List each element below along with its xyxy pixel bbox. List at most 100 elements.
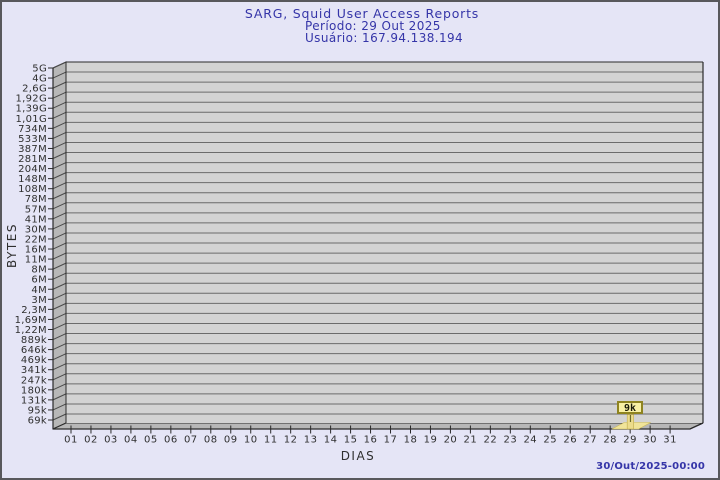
y-axis-tick-label: 1,39G	[15, 104, 47, 115]
report-user: Usuário: 167.94.138.194	[305, 31, 464, 45]
x-axis-tick-label: 11	[264, 435, 278, 446]
wall-diagonal	[52, 272, 67, 280]
y-axis-tick-label: 533M	[18, 134, 47, 145]
report-period: Período: 29 Out 2025	[305, 19, 441, 33]
x-axis-tick-label: 06	[164, 435, 178, 446]
x-axis-title: DIAS	[340, 449, 376, 463]
x-axis-tick-label: 07	[184, 435, 198, 446]
y-axis-tick-label: 204M	[18, 164, 47, 175]
wall-diagonal	[52, 292, 67, 300]
y-axis-tick-label: 16M	[25, 245, 47, 256]
x-axis-tick-label: 02	[84, 435, 98, 446]
x-axis-tick-label: 04	[124, 435, 138, 446]
x-axis-tick-label: 21	[464, 435, 478, 446]
page-title: SARG, Squid User Access Reports	[244, 6, 480, 21]
x-axis-tick-label: 12	[284, 435, 298, 446]
y-axis-tick-label: 1,69M	[15, 315, 47, 326]
wall-diagonal	[52, 393, 67, 401]
y-axis-tick-label: 22M	[25, 234, 47, 245]
wall-diagonal	[52, 142, 67, 149]
y-axis-tick-label: 2,3M	[21, 305, 47, 316]
y-axis-tick-label: 646k	[21, 345, 47, 356]
y-axis-tick-label: 341k	[21, 365, 47, 376]
y-axis-tick-label: 131k	[21, 395, 47, 406]
y-axis-tick-label: 2,6G	[22, 84, 47, 95]
wall-diagonal	[52, 152, 67, 159]
y-axis-tick-label: 734M	[18, 124, 47, 135]
y-axis-tick-label: 889k	[21, 335, 47, 346]
y-axis-tick-label: 180k	[21, 385, 47, 396]
x-axis-tick-label: 05	[144, 435, 158, 446]
x-axis-tick-label: 15	[344, 435, 358, 446]
x-axis-tick-label: 16	[364, 435, 378, 446]
wall-diagonal	[52, 91, 67, 99]
wall-diagonal	[52, 333, 67, 340]
x-axis-tick-label: 29	[623, 435, 637, 446]
y-axis-tick-label: 95k	[28, 405, 47, 416]
wall-diagonal	[52, 323, 67, 330]
wall-diagonal	[52, 262, 67, 270]
wall-diagonal	[52, 101, 67, 109]
wall-diagonal	[52, 131, 67, 139]
y-axis-tick-label: 78M	[25, 194, 47, 205]
wall-diagonal	[52, 61, 67, 69]
y-axis-tick-label: 3M	[31, 295, 47, 306]
wall-diagonal	[52, 353, 67, 361]
y-axis-tick-label: 6M	[31, 275, 47, 286]
x-axis-tick-label: 23	[503, 435, 517, 446]
y-axis-tick-label: 148M	[18, 174, 47, 185]
wall-diagonal	[52, 111, 67, 119]
x-axis-tick-label: 28	[603, 435, 617, 446]
wall-diagonal	[52, 121, 67, 129]
y-axis-tick-label: 4M	[31, 285, 47, 296]
wall-diagonal	[52, 232, 67, 240]
x-axis-tick-label: 17	[384, 435, 398, 446]
y-axis-tick-label: 1,01G	[15, 114, 47, 125]
x-axis-tick-label: 08	[204, 435, 218, 446]
y-axis-tick-label: 4G	[32, 74, 47, 85]
y-axis-tick-label: 57M	[25, 204, 47, 215]
x-axis-tick-label: 09	[224, 435, 238, 446]
x-axis-tick-label: 24	[523, 435, 537, 446]
y-axis-tick-label: 41M	[25, 214, 47, 225]
x-axis-tick-label: 30	[643, 435, 657, 446]
x-axis-tick-label: 22	[484, 435, 498, 446]
x-axis-tick-label: 20	[444, 435, 458, 446]
x-axis-tick-label: 03	[104, 435, 118, 446]
plot-panel	[66, 62, 703, 423]
y-axis-tick-label: 69k	[28, 415, 47, 426]
wall-diagonal	[52, 162, 67, 170]
wall-diagonal	[52, 202, 67, 210]
y-axis-tick-label: 11M	[25, 255, 47, 266]
wall-diagonal	[52, 383, 67, 391]
wall-diagonal	[52, 413, 67, 421]
x-axis-tick-label: 26	[563, 435, 577, 446]
wall-diagonal	[52, 182, 67, 190]
y-axis-tick-label: 1,22M	[15, 325, 47, 336]
wall-diagonal	[52, 222, 67, 230]
wall-diagonal	[52, 212, 67, 220]
wall-diagonal	[52, 312, 67, 320]
x-axis-tick-label: 13	[304, 435, 318, 446]
y-axis-tick-label: 281M	[18, 154, 47, 165]
wall-diagonal	[52, 172, 67, 180]
wall-diagonal	[52, 363, 67, 371]
x-axis-tick-label: 27	[583, 435, 597, 446]
wall-diagonal	[52, 373, 67, 381]
y-axis-tick-label: 30M	[25, 224, 47, 235]
wall-diagonal	[52, 192, 67, 200]
x-axis-tick-label: 25	[543, 435, 557, 446]
x-axis-tick-label: 10	[244, 435, 258, 446]
y-axis-tick-label: 1,92G	[15, 94, 47, 105]
wall-diagonal	[52, 282, 67, 290]
wall-diagonal	[52, 252, 67, 260]
y-axis-tick-label: 8M	[31, 265, 47, 276]
y-axis-tick-label: 5G	[32, 64, 47, 75]
wall-diagonal	[52, 71, 67, 79]
y-axis-title: BYTES	[5, 223, 19, 269]
x-axis-tick-label: 19	[424, 435, 438, 446]
y-axis-tick-label: 247k	[21, 375, 47, 386]
x-axis-tick-label: 01	[64, 435, 78, 446]
